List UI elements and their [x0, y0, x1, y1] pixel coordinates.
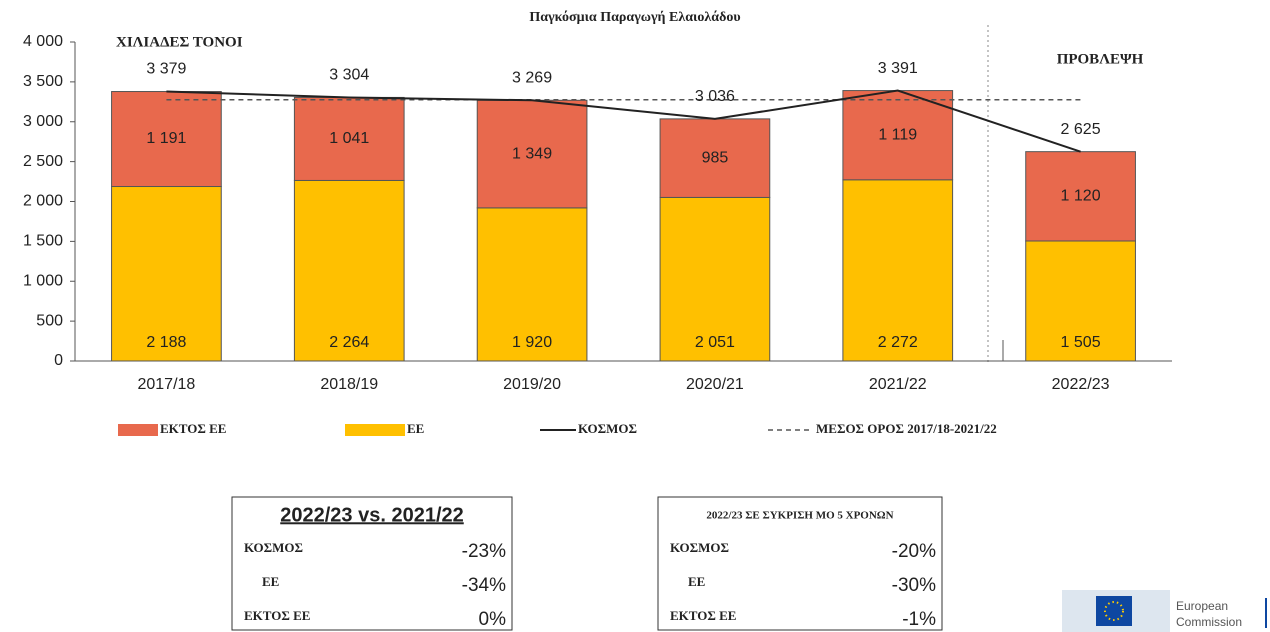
logo-flag — [1096, 596, 1132, 626]
table-title: 2022/23 ΣΕ ΣΥΚΡΙΣΗ ΜΟ 5 ΧΡΟΝΩΝ — [706, 510, 893, 522]
data-label: 3 036 — [695, 88, 735, 105]
table-title: 2022/23 vs. 2021/22 — [280, 504, 464, 526]
line-series — [166, 89, 1081, 153]
bar-segment — [293, 179, 405, 362]
legend-swatch — [118, 424, 158, 436]
row-label: ΕΚΤΟΣ ΕΕ — [670, 608, 736, 623]
data-label: 3 304 — [329, 67, 369, 84]
row-label: ΕΕ — [262, 574, 279, 589]
y-tick-label: 3 000 — [23, 113, 63, 130]
data-label: 2 264 — [329, 334, 369, 351]
y-tick-label: 2 000 — [23, 193, 63, 210]
logo-text: European — [1176, 599, 1228, 613]
row-label: ΚΟΣΜΟΣ — [244, 540, 303, 555]
row-label: ΕΕ — [688, 574, 705, 589]
data-label: 2 051 — [695, 334, 735, 351]
bar-segment — [111, 91, 222, 188]
legend-label: ΕΚΤΟΣ ΕΕ — [160, 421, 226, 436]
bar-segment — [111, 186, 222, 362]
row-value: -20% — [892, 541, 936, 562]
data-label: 1 349 — [512, 145, 552, 162]
legend-label: ΚΟΣΜΟΣ — [578, 421, 637, 436]
bar-segment — [476, 207, 588, 362]
x-tick-label: 2020/21 — [686, 376, 744, 393]
legend-label: ΕΕ — [407, 421, 424, 436]
y-axis-unit: ΧΙΛΙΑΔΕΣ ΤΟΝΟΙ — [116, 34, 243, 50]
data-label: 1 505 — [1061, 334, 1101, 351]
y-tick-label: 2 500 — [23, 153, 63, 170]
bar-segment — [659, 196, 771, 362]
data-label: 1 119 — [878, 126, 917, 143]
data-label: 3 391 — [878, 60, 918, 77]
data-label: 3 269 — [512, 70, 552, 87]
bar-segment — [842, 179, 954, 362]
data-label: 2 625 — [1061, 121, 1101, 138]
logo-text: Commission — [1176, 615, 1242, 629]
data-label: 1 120 — [1061, 188, 1101, 205]
y-tick-label: 500 — [36, 312, 63, 329]
bar-segment — [476, 99, 588, 209]
row-value: -30% — [892, 575, 936, 596]
table-box — [231, 496, 513, 631]
y-tick-label: 1 000 — [23, 272, 63, 289]
logo-stars — [1104, 601, 1124, 621]
x-tick-label: 2022/23 — [1052, 376, 1110, 393]
forecast-label: ΠΡΟΒΛΕΨΗ — [1057, 51, 1144, 67]
y-tick-label: 3 500 — [23, 73, 63, 90]
data-label: 1 920 — [512, 334, 552, 351]
y-tick-label: 4 000 — [23, 33, 63, 50]
bar-segment — [842, 90, 954, 181]
bar-segment — [1025, 151, 1136, 242]
bar-segment — [293, 96, 405, 181]
data-label: 985 — [702, 149, 729, 166]
data-label: 3 379 — [146, 61, 186, 78]
bar-segment — [1025, 240, 1136, 362]
row-value: -34% — [462, 575, 506, 596]
table-box — [657, 496, 943, 631]
y-tick-label: 0 — [54, 352, 63, 369]
legend-swatch — [345, 424, 405, 436]
data-label: 1 191 — [146, 130, 186, 147]
data-label: 1 041 — [329, 130, 369, 147]
x-tick-label: 2018/19 — [320, 376, 378, 393]
x-tick-label: 2021/22 — [869, 376, 927, 393]
bar-segment — [659, 118, 771, 198]
data-label: 2 272 — [878, 334, 918, 351]
row-value: 0% — [479, 609, 507, 630]
x-tick-label: 2017/18 — [137, 376, 195, 393]
logo: European Commission — [1062, 590, 1267, 632]
data-label: 2 188 — [146, 334, 186, 351]
y-tick-label: 1 500 — [23, 233, 63, 250]
x-tick-label: 2019/20 — [503, 376, 561, 393]
row-label: ΕΚΤΟΣ ΕΕ — [244, 608, 310, 623]
chart-title: Παγκόσμια Παραγωγή Ελαιολάδου — [529, 10, 740, 25]
legend-label: ΜΕΣΟΣ ΟΡΟΣ 2017/18-2021/22 — [816, 421, 997, 436]
row-value: -1% — [902, 609, 936, 630]
row-value: -23% — [462, 541, 506, 562]
row-label: ΚΟΣΜΟΣ — [670, 540, 729, 555]
